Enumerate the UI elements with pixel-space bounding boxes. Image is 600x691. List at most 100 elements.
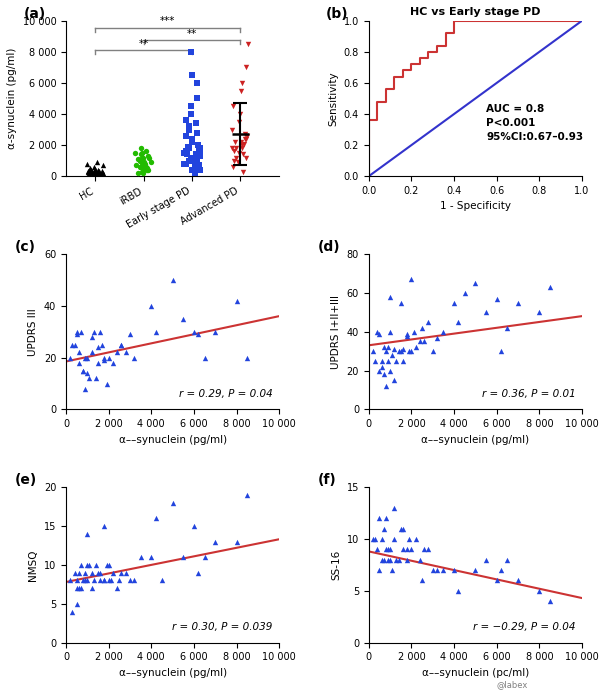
Point: [385, 326, 395, 337]
Point: [188, 70, 197, 81]
Point: [98, 160, 107, 171]
Point: [513, 575, 523, 586]
Point: [383, 554, 393, 565]
Point: [145, 152, 154, 163]
Point: [392, 355, 401, 366]
Point: [136, 155, 146, 167]
Point: [381, 346, 391, 357]
Point: [130, 147, 140, 158]
Point: [93, 357, 103, 368]
Point: [74, 357, 83, 368]
Point: [76, 583, 86, 594]
Point: [381, 381, 391, 392]
Text: (f): (f): [317, 473, 337, 487]
Point: [137, 166, 147, 177]
Point: [183, 141, 193, 152]
Point: [179, 147, 189, 158]
Point: [193, 77, 202, 88]
Point: [454, 585, 463, 596]
Point: [186, 108, 196, 120]
Point: [100, 352, 109, 363]
Point: [187, 152, 196, 163]
Point: [195, 164, 205, 176]
Text: **: **: [139, 39, 149, 49]
Point: [137, 152, 147, 163]
Point: [481, 307, 491, 318]
Point: [130, 575, 139, 586]
Point: [470, 565, 480, 576]
Point: [138, 168, 148, 179]
Point: [403, 330, 412, 341]
Point: [90, 166, 100, 177]
Point: [244, 39, 253, 50]
Point: [417, 322, 427, 333]
Point: [454, 316, 463, 328]
Point: [86, 169, 95, 180]
Point: [85, 560, 94, 571]
Point: [492, 575, 502, 586]
Point: [388, 350, 397, 361]
Y-axis label: Sensitivity: Sensitivity: [328, 71, 338, 126]
Point: [91, 373, 101, 384]
Point: [83, 368, 92, 379]
Point: [80, 567, 90, 578]
Point: [83, 167, 92, 178]
Point: [181, 131, 190, 142]
Point: [535, 585, 544, 596]
Point: [89, 575, 98, 586]
Point: [192, 93, 202, 104]
Point: [125, 329, 135, 340]
Point: [424, 316, 433, 328]
Point: [432, 332, 442, 343]
Point: [83, 575, 92, 586]
Point: [370, 355, 380, 366]
Point: [93, 342, 103, 352]
Point: [439, 565, 448, 576]
Y-axis label: α-synuclein (pg/ml): α-synuclein (pg/ml): [7, 48, 17, 149]
Point: [189, 520, 199, 531]
Point: [191, 149, 201, 160]
Point: [91, 560, 101, 571]
Point: [370, 533, 380, 545]
Point: [80, 383, 90, 394]
Point: [100, 575, 109, 586]
Point: [192, 163, 202, 174]
Point: [374, 365, 384, 376]
Point: [411, 533, 421, 545]
Point: [83, 529, 92, 540]
Point: [139, 158, 148, 169]
Point: [134, 168, 143, 179]
Point: [492, 293, 502, 304]
Point: [68, 606, 77, 617]
Point: [146, 300, 156, 311]
Point: [186, 101, 196, 112]
Point: [104, 352, 113, 363]
Text: r = 0.36, P = 0.01: r = 0.36, P = 0.01: [482, 388, 575, 399]
Point: [80, 352, 90, 363]
Point: [184, 124, 194, 135]
Point: [409, 326, 418, 337]
Point: [89, 326, 98, 337]
Point: [151, 326, 160, 337]
Point: [86, 164, 96, 176]
Point: [232, 536, 241, 547]
Text: ***: ***: [160, 17, 175, 26]
Point: [143, 164, 153, 176]
Point: [398, 343, 407, 354]
Point: [112, 583, 122, 594]
Point: [104, 575, 113, 586]
Point: [184, 143, 194, 154]
Point: [449, 565, 459, 576]
Point: [229, 146, 239, 157]
Point: [70, 339, 79, 350]
Point: [470, 278, 480, 289]
Point: [417, 575, 427, 586]
Point: [398, 544, 407, 555]
Point: [228, 162, 238, 173]
Point: [92, 157, 101, 168]
Point: [235, 147, 244, 158]
Point: [182, 149, 192, 160]
Point: [143, 151, 152, 162]
Point: [121, 347, 131, 358]
Point: [95, 165, 104, 176]
